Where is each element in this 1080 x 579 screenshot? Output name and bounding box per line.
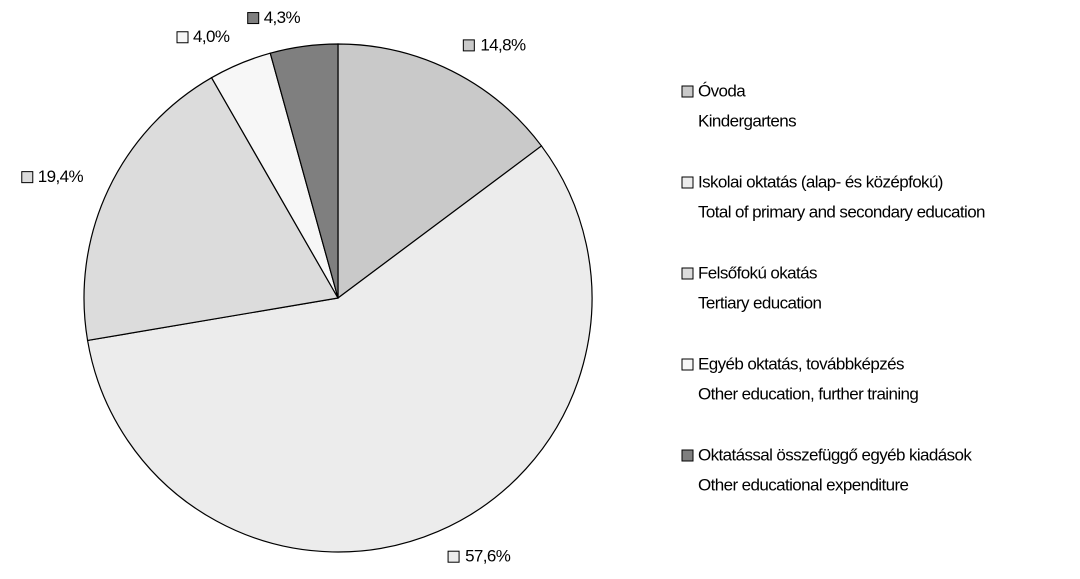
legend-label: Other educational expenditure [698,475,909,494]
legend-label: Other education, further training [698,384,918,403]
legend-label: Óvoda [698,81,746,100]
legend-swatch [681,85,694,98]
label-swatch [447,550,460,563]
data-label: 19,4% [38,167,84,186]
label-swatch [462,39,475,52]
legend-label: Kindergartens [698,111,796,130]
legend-label: Felsőfokú okatás [698,263,817,282]
label-swatch [176,31,189,44]
legend-swatch [681,176,694,189]
legend-label: Total of primary and secondary education [698,202,985,221]
legend-label: Oktatással összefüggő egyéb kiadások [698,445,972,464]
pie-slice [337,43,543,300]
legend-label: Egyéb oktatás, továbbképzés [698,354,904,373]
pie-slice [86,145,593,553]
legend-label: Tertiary education [698,293,822,312]
legend-swatch [681,358,694,371]
data-label: 14,8% [480,35,526,54]
data-label: 4,0% [193,27,230,46]
pie-slice [269,43,339,299]
legend-label: Iskolai oktatás (alap- és középfokú) [698,172,943,191]
data-label: 57,6% [465,547,511,566]
legend-swatch [681,267,694,280]
label-swatch [21,171,34,184]
data-label: 4,3% [264,8,301,27]
pie-slice [83,76,339,342]
label-swatch [247,12,260,25]
legend-swatch [681,449,694,462]
